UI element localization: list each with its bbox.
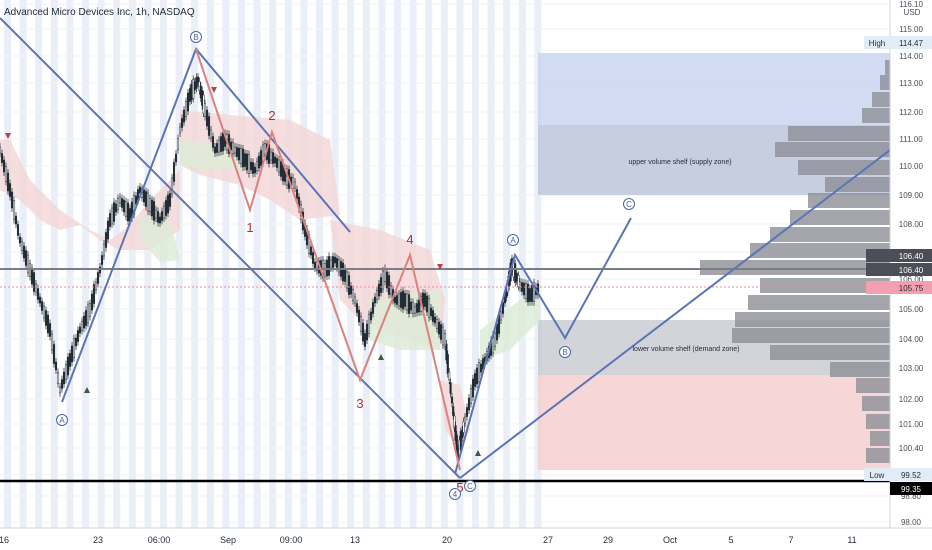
time-axis-ticks: 16 23 06:00 Sep 09:00 13 20 27 29 Oct 5 7 11: [0, 535, 857, 545]
price-tick-label: 115.00: [899, 25, 923, 34]
price-labels: High 114.47 106.40 106.40 105.75 Low 99.…: [864, 36, 932, 495]
time-tick-label: Oct: [663, 535, 678, 545]
price-axis-currency: USD: [904, 8, 921, 17]
wave-circle-4: 4: [453, 490, 458, 499]
price-axis-ticks: 116.10 115.00 114.00 113.00 112.00 111.00 110.…: [899, 0, 924, 527]
high-value: 114.47: [899, 39, 923, 48]
support-label: 99.35: [901, 485, 922, 494]
time-tick-label: 23: [93, 535, 103, 545]
time-tick-label: 20: [442, 535, 452, 545]
price-tick-label: 106.00: [899, 275, 924, 284]
time-tick-label: 13: [350, 535, 360, 545]
price-tick-label: 105.00: [899, 305, 924, 314]
wave-circle-C2: C: [626, 200, 632, 209]
low-caption: Low: [870, 471, 885, 480]
price-tick-label: 103.00: [899, 364, 924, 373]
supply-zone-label: upper volume shelf (supply zone): [628, 159, 731, 166]
price-tick-label: 98.00: [901, 518, 922, 527]
time-tick-label: 16: [0, 535, 9, 545]
price-line-label-2: 106.40: [899, 266, 924, 275]
wave-circle-C1: C: [467, 482, 473, 491]
price-tick-label: 113.00: [899, 79, 923, 88]
price-line-label-1: 106.40: [899, 252, 924, 261]
wave-label-2: 2: [268, 108, 275, 123]
wave-label-1: 1: [246, 220, 253, 235]
price-tick-label: 104.00: [899, 335, 924, 344]
price-tick-label: 114.00: [899, 52, 923, 61]
demand-zone-label: lower volume shelf (demand zone): [633, 346, 740, 353]
time-tick-label: 09:00: [280, 535, 303, 545]
price-tick-label: 116.10: [899, 0, 923, 9]
wave-labels: 1 2 3 4 5: [246, 108, 463, 495]
high-caption: High: [869, 39, 885, 48]
time-tick-label: 27: [543, 535, 553, 545]
circle-wave-labels: A B 4 C A B C: [56, 31, 635, 500]
time-tick-label: 5: [728, 535, 733, 545]
price-tick-label: 101.00: [899, 420, 924, 429]
wave-label-4: 4: [406, 232, 413, 247]
wave-circle-A1: A: [59, 416, 65, 425]
price-tick-label: 102.00: [899, 395, 924, 404]
price-tick-label: 111.00: [899, 135, 923, 144]
price-tick-label: 112.00: [899, 108, 923, 117]
wave-label-3: 3: [356, 396, 363, 411]
current-price-label: 105.75: [899, 284, 924, 293]
wave-circle-B2: B: [562, 348, 567, 357]
volume-profile: [700, 60, 890, 463]
chart-title: Advanced Micro Devices Inc, 1h, NASDAQ: [4, 7, 195, 18]
time-tick-label: 29: [603, 535, 613, 545]
price-tick-label: 109.00: [899, 191, 924, 200]
price-tick-label: 100.40: [899, 444, 924, 453]
time-axis-background[interactable]: [0, 528, 932, 550]
wave-circle-A2: A: [510, 236, 516, 245]
red-wave-line: [195, 48, 461, 471]
time-tick-label: Sep: [220, 535, 236, 545]
time-tick-label: 7: [788, 535, 793, 545]
price-tick-label: 108.00: [899, 220, 924, 229]
low-value: 99.52: [901, 471, 922, 480]
price-tick-label: 98.80: [901, 492, 922, 501]
time-tick-label: 06:00: [148, 535, 171, 545]
demand-lower-box: [538, 375, 890, 470]
time-tick-label: 11: [847, 535, 856, 545]
price-tick-label: 110.00: [899, 162, 923, 171]
wave-label-5: 5: [456, 480, 463, 495]
wave-circle-B1: B: [193, 33, 198, 42]
signal-markers: [5, 87, 481, 456]
